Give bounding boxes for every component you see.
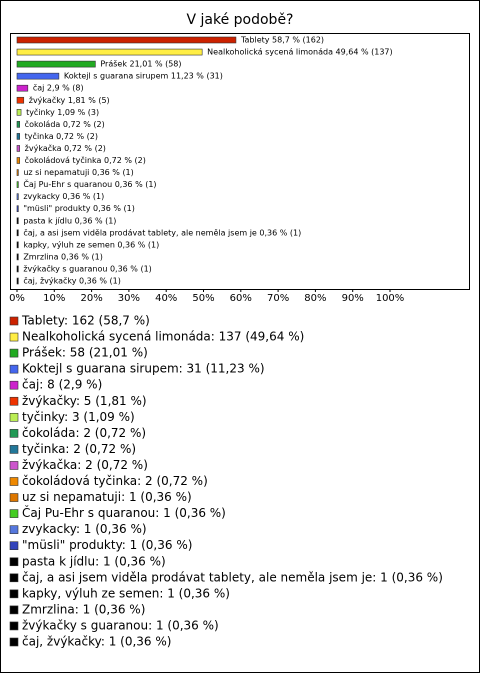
bar-label: tyčinky 1,09 % (3) xyxy=(26,107,99,117)
bar-label: čaj 2,9 % (8) xyxy=(33,83,84,93)
x-tick-label: 80% xyxy=(304,293,326,304)
bar xyxy=(16,121,20,128)
plot-frame xyxy=(10,33,470,290)
legend-swatch xyxy=(9,557,19,567)
legend-label: Prášek: 58 (21,01 %) xyxy=(22,346,148,360)
bar xyxy=(16,265,19,273)
legend-swatch xyxy=(9,621,19,631)
legend-label: čaj, a asi jsem viděla prodávat tablety,… xyxy=(22,570,443,584)
bar-label: čokoládová tyčinka 0,72 % (2) xyxy=(25,155,146,165)
legend-label: žvýkačka: 2 (0,72 %) xyxy=(22,458,148,472)
bar xyxy=(16,241,19,249)
bar xyxy=(16,157,20,164)
x-tick-label: 100% xyxy=(376,293,405,304)
legend-label: pasta k jídlu: 1 (0,36 %) xyxy=(22,554,166,568)
bar xyxy=(16,133,20,140)
x-tick-label: 20% xyxy=(80,293,102,304)
legend-swatch xyxy=(9,477,19,486)
bar xyxy=(16,109,22,116)
legend-swatch xyxy=(9,412,19,422)
bar xyxy=(16,193,19,200)
x-tick-label: 90% xyxy=(342,293,364,304)
legend-label: žvýkačky s guaranou: 1 (0,36 %) xyxy=(22,618,219,632)
x-tick-label: 10% xyxy=(43,293,65,304)
bar xyxy=(16,60,96,68)
bar xyxy=(16,48,203,56)
bar xyxy=(16,229,19,237)
legend-label: "müsli" produkty: 1 (0,36 %) xyxy=(22,538,192,552)
legend-label: zvykacky: 1 (0,36 %) xyxy=(22,522,147,536)
bar-label: pasta k jídlu 0,36 % (1) xyxy=(23,216,116,225)
legend-label: Nealkoholická sycená limonáda: 137 (49,6… xyxy=(22,330,304,344)
bar xyxy=(16,205,19,212)
bar xyxy=(16,36,237,44)
legend-label: tyčinky: 3 (1,09 %) xyxy=(22,410,135,424)
bar-label: čaj, a asi jsem viděla prodávat tablety,… xyxy=(23,227,301,237)
legend-label: žvýkačky: 5 (1,81 %) xyxy=(22,394,147,408)
legend-label: tyčinka: 2 (0,72 %) xyxy=(22,442,136,456)
bar xyxy=(16,181,19,188)
legend-label: Zmrzlina: 1 (0,36 %) xyxy=(22,602,145,616)
legend-label: čaj, žvýkačky: 1 (0,36 %) xyxy=(22,635,171,649)
bar-label: Tablety 58,7 % (162) xyxy=(240,36,324,45)
legend-swatch xyxy=(9,332,19,342)
bar-label: Čaj Pu-Ehr s quaranou 0,36 % (1) xyxy=(23,178,156,189)
legend-swatch xyxy=(9,364,19,374)
legend-swatch xyxy=(9,541,19,551)
legend-swatch xyxy=(9,509,19,518)
bar xyxy=(16,96,25,104)
legend-swatch xyxy=(9,396,19,406)
bar-label: Koktejl s guarana sirupem 11,23 % (31) xyxy=(64,72,223,81)
legend-swatch xyxy=(9,589,19,599)
legend-label: Čaj Pu-Ehr s quaranou: 1 (0,36 %) xyxy=(22,505,226,520)
bar-label: kapky, výluh ze semen 0,36 % (1) xyxy=(23,240,159,249)
legend-swatch xyxy=(9,493,19,502)
legend-swatch xyxy=(9,380,19,390)
legend-label: Koktejl s guarana sirupem: 31 (11,23 %) xyxy=(22,362,265,376)
x-tick-label: 30% xyxy=(118,293,140,304)
x-tick-label: 40% xyxy=(155,293,177,304)
bar-label: žvýkačky 1,81 % (5) xyxy=(29,95,110,105)
legend-swatch xyxy=(9,445,19,454)
bar-label: zvykacky 0,36 % (1) xyxy=(23,192,104,201)
legend-label: uz si nepamatuji: 1 (0,36 %) xyxy=(22,490,192,504)
bar xyxy=(16,277,19,285)
bar-label: žvýkačka 0,72 % (2) xyxy=(25,143,106,153)
bar-label: tyčinka 0,72 % (2) xyxy=(25,131,98,141)
legend-label: čaj: 8 (2,9 %) xyxy=(22,378,102,392)
legend-label: Tablety: 162 (58,7 %) xyxy=(21,314,150,328)
bar-label: čaj, žvýkačky 0,36 % (1) xyxy=(23,276,121,286)
x-tick-label: 60% xyxy=(230,293,252,304)
legend-swatch xyxy=(9,461,19,470)
chart-title: V jaké podobě? xyxy=(186,12,293,28)
bar-label: Zmrzlina 0,36 % (1) xyxy=(23,252,103,261)
bar xyxy=(16,217,19,225)
legend-swatch xyxy=(9,605,19,615)
bar-label: Nealkoholická sycená limonáda 49,64 % (1… xyxy=(207,48,393,57)
legend-label: čokoláda: 2 (0,72 %) xyxy=(22,426,146,440)
bar-label: čokoláda 0,72 % (2) xyxy=(25,119,105,129)
bar xyxy=(16,72,60,80)
legend-swatch xyxy=(9,525,19,534)
x-tick-label: 0% xyxy=(9,293,25,304)
bar-label: uz si nepamatuji 0,36 % (1) xyxy=(23,168,133,177)
bar xyxy=(16,169,19,176)
legend-swatch xyxy=(9,348,19,358)
bar xyxy=(16,145,20,152)
bar xyxy=(16,84,29,92)
legend-swatch xyxy=(9,316,19,326)
bar xyxy=(16,253,19,261)
x-tick-label: 50% xyxy=(192,293,214,304)
legend-label: kapky, výluh ze semen: 1 (0,36 %) xyxy=(22,586,230,600)
bar-label: žvýkačky s guaranou 0,36 % (1) xyxy=(23,263,151,273)
bar-label: Prášek 21,01 % (58) xyxy=(100,59,181,69)
legend-swatch xyxy=(9,429,19,438)
legend-label: čokoládová tyčinka: 2 (0,72 %) xyxy=(22,474,208,488)
legend-swatch xyxy=(9,573,19,583)
x-tick-label: 70% xyxy=(267,293,289,304)
bar-label: "müsli" produkty 0,36 % (1) xyxy=(23,204,135,213)
legend-swatch xyxy=(9,637,19,647)
